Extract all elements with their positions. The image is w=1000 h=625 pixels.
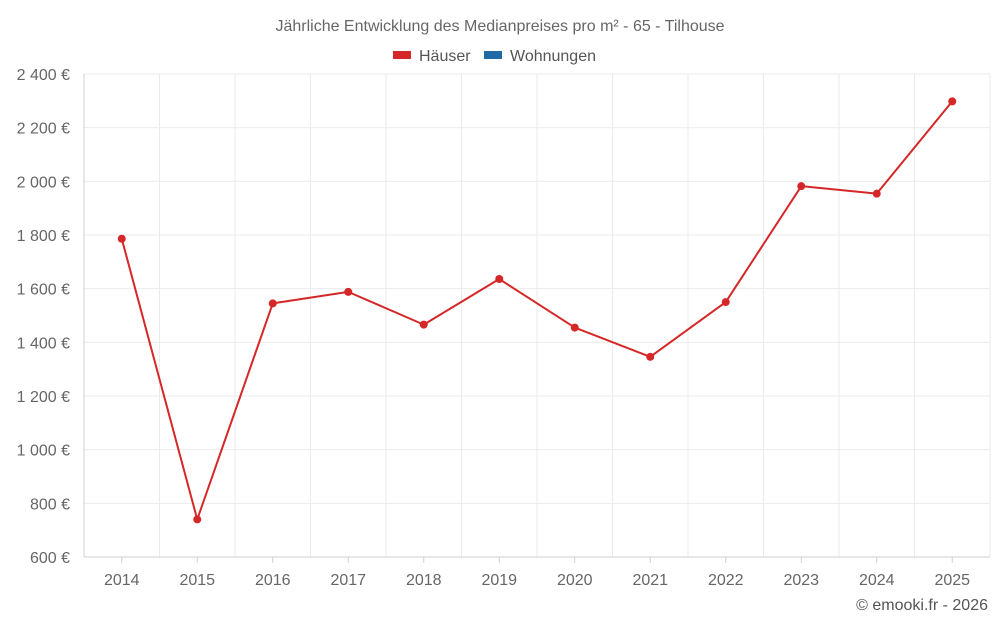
chart-title: Jährliche Entwicklung des Medianpreises … xyxy=(275,18,724,35)
y-tick-label: 2 400 € xyxy=(17,67,70,84)
data-point[interactable] xyxy=(797,182,806,191)
y-tick-label: 600 € xyxy=(30,550,70,567)
data-point[interactable] xyxy=(721,298,730,307)
data-point[interactable] xyxy=(646,352,655,361)
grid xyxy=(83,73,991,558)
axes: 600 € 800 € 1 000 € 1 200 € 1 400 € 1 600 € 1 … xyxy=(17,67,990,589)
y-tick-label: 1 400 € xyxy=(17,335,70,352)
x-tick-label: 2016 xyxy=(255,572,291,589)
data-point[interactable] xyxy=(193,515,202,524)
x-tick-label: 2019 xyxy=(481,572,517,589)
x-tick-label: 2018 xyxy=(406,572,442,589)
data-point[interactable] xyxy=(117,234,126,243)
legend-swatch-haeuser[interactable] xyxy=(393,51,411,59)
legend-label-haeuser[interactable]: Häuser xyxy=(419,48,471,65)
series-layer xyxy=(117,97,957,524)
y-tick-label: 2 200 € xyxy=(17,121,70,138)
x-tick-label: 2020 xyxy=(557,572,593,589)
data-point[interactable] xyxy=(495,275,504,284)
credit-text: © emooki.fr - 2026 xyxy=(856,597,988,614)
data-point[interactable] xyxy=(344,287,353,296)
series-line-0 xyxy=(120,100,954,521)
x-tick-label: 2015 xyxy=(179,572,215,589)
data-point[interactable] xyxy=(570,323,579,332)
legend-swatch-wohnungen[interactable] xyxy=(484,51,502,59)
y-tick-label: 1 200 € xyxy=(17,389,70,406)
x-tick-label: 2014 xyxy=(104,572,140,589)
x-tick-label: 2024 xyxy=(859,572,895,589)
x-tick-label: 2023 xyxy=(783,572,819,589)
legend: Häuser Wohnungen xyxy=(393,48,596,65)
data-point[interactable] xyxy=(948,97,957,106)
data-point[interactable] xyxy=(419,320,428,329)
data-point[interactable] xyxy=(268,299,277,308)
y-tick-label: 2 000 € xyxy=(17,174,70,191)
x-tick-label: 2022 xyxy=(708,572,744,589)
legend-label-wohnungen[interactable]: Wohnungen xyxy=(510,48,596,65)
y-tick-label: 1 600 € xyxy=(17,282,70,299)
data-point[interactable] xyxy=(872,189,881,198)
x-tick-label: 2025 xyxy=(934,572,970,589)
y-tick-label: 1 000 € xyxy=(17,443,70,460)
x-tick-label: 2017 xyxy=(330,572,366,589)
y-tick-label: 800 € xyxy=(30,496,70,513)
y-tick-label: 1 800 € xyxy=(17,228,70,245)
x-tick-label: 2021 xyxy=(632,572,668,589)
